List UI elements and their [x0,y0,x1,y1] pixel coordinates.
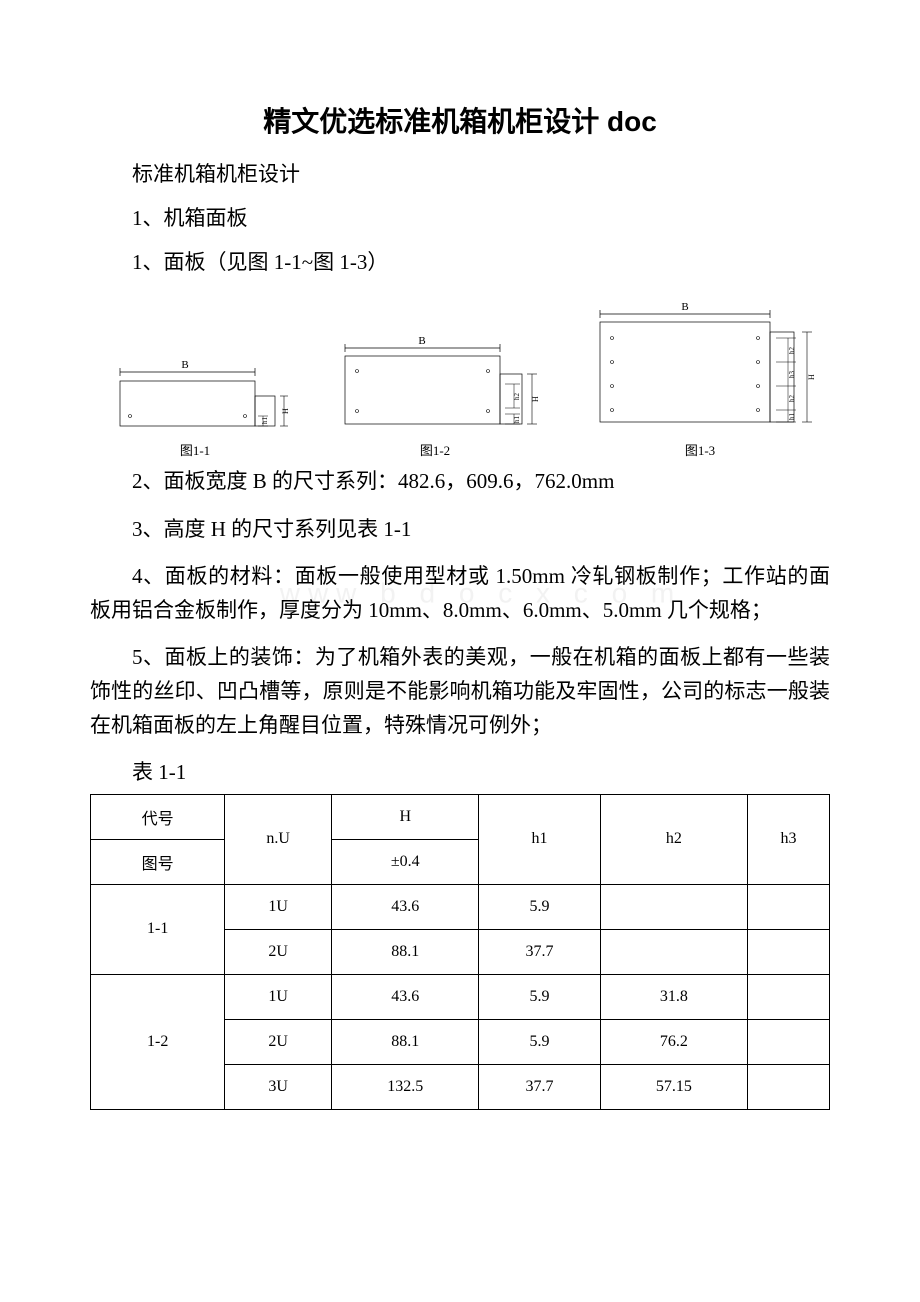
td-h2 [600,929,747,974]
th-code: 代号 [91,794,225,839]
table-header-row-1: 代号 n.U H h1 h2 h3 [91,794,830,839]
td-h2: 76.2 [600,1019,747,1064]
td-H: 88.1 [332,1019,479,1064]
th-h2: h2 [600,794,747,884]
section-heading-1-1: 1、面板（见图 1-1~图 1-3） [90,246,830,276]
paragraph-3: 3、高度 H 的尺寸系列见表 1-1 [132,517,411,541]
td-h1: 37.7 [479,929,600,974]
figure-1-1-caption: 图1-1 [180,440,210,459]
table-row: 1-2 1U 43.6 5.9 31.8 [91,974,830,1019]
dim-label-h3: h3 [788,371,796,379]
td-h3 [748,1064,830,1109]
document-title: 精文优选标准机箱机柜设计 doc [90,100,830,140]
figures-row: B H h1 图1-1 [90,296,830,459]
td-h1: 5.9 [479,884,600,929]
paragraph-4: 4、面板的材料：面板一般使用型材或 1.50mm 冷轧钢板制作；工作站的面板用铝… [90,564,830,622]
td-H: 88.1 [332,929,479,974]
figure-1-2-svg: B H h2 [325,326,545,436]
dim-label-h1: h1 [261,417,269,425]
paragraph-4-wrap: www b d o c x c o m 4、面板的材料：面板一般使用型材或 1.… [90,560,830,627]
dim-label-H: H [531,396,540,402]
td-h3 [748,1019,830,1064]
td-u: 1U [225,974,332,1019]
figure-1-3-svg: B H [580,296,820,436]
td-u: 2U [225,1019,332,1064]
td-fig: 1-2 [91,974,225,1109]
td-h3 [748,929,830,974]
td-H: 43.6 [332,884,479,929]
th-h3: h3 [748,794,830,884]
document-page: 精文优选标准机箱机柜设计 doc 标准机箱机柜设计 1、机箱面板 1、面板（见图… [0,0,920,1150]
section-heading-1: 1、机箱面板 [90,202,830,232]
figure-1-3: B H [580,296,820,459]
figure-1-1-svg: B H h1 [100,346,290,436]
td-h1: 37.7 [479,1064,600,1109]
td-H: 43.6 [332,974,479,1019]
dim-label-h1: h1 [513,416,521,424]
dim-label-H: H [807,374,816,380]
td-u: 3U [225,1064,332,1109]
document-subtitle: 标准机箱机柜设计 [90,158,830,188]
dim-label-h1: h1 [788,413,796,421]
dim-label-h2: h2 [788,395,796,403]
figure-1-1: B H h1 图1-1 [100,346,290,459]
th-tol: ±0.4 [332,839,479,884]
dim-label-B: B [681,301,688,313]
dim-label-H: H [281,408,290,414]
figure-1-2: B H h2 [325,326,545,459]
paragraph-5: 5、面板上的装饰：为了机箱外表的美观，一般在机箱的面板上都有一些装饰性的丝印、凹… [90,641,830,742]
td-H: 132.5 [332,1064,479,1109]
dim-label-h2: h2 [513,393,521,401]
th-h1: h1 [479,794,600,884]
figure-1-2-caption: 图1-2 [420,440,450,459]
td-h3 [748,884,830,929]
dim-label-B: B [418,335,425,347]
td-u: 2U [225,929,332,974]
data-table: 代号 n.U H h1 h2 h3 图号 ±0.4 1-1 1U 43.6 5.… [90,794,830,1110]
td-h1: 5.9 [479,974,600,1019]
dim-label-h2b: h2 [788,347,796,355]
table-label: 表 1-1 [90,756,830,790]
td-h2: 57.15 [600,1064,747,1109]
td-h3 [748,974,830,1019]
paragraph-2: 2、面板宽度 B 的尺寸系列：482.6，609.6，762.0mm [90,465,830,499]
dim-label-B: B [181,359,188,371]
th-nu: n.U [225,794,332,884]
td-h1: 5.9 [479,1019,600,1064]
table-row: 1-1 1U 43.6 5.9 [91,884,830,929]
figure-1-3-caption: 图1-3 [685,440,715,459]
th-figno: 图号 [91,839,225,884]
td-u: 1U [225,884,332,929]
paragraph-3-wrap: 3、高度 H 的尺寸系列见表 1-1 [90,513,830,547]
th-H: H [332,794,479,839]
td-h2 [600,884,747,929]
td-fig: 1-1 [91,884,225,974]
td-h2: 31.8 [600,974,747,1019]
